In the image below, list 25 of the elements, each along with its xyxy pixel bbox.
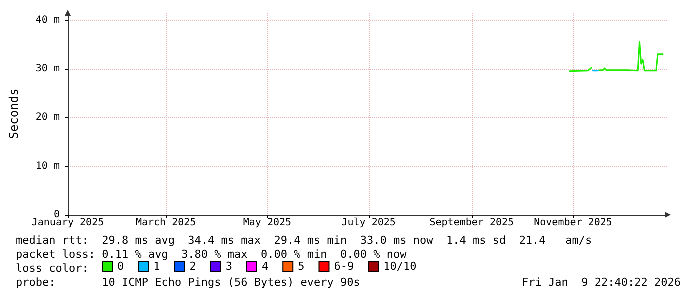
x-tick-label: September 2025 [430,218,514,228]
y-tick-label: 10 m [36,160,60,172]
text: median rtt: 29.8 ms avg 34.4 ms max 29.4 ms min 33.0 ms now 1.4 ms sd 21.4 am/s [16,234,592,247]
y-tick-label: 0 [54,210,60,220]
x-tick-label: July 2025 [342,218,396,228]
legend-label: 6-9 [334,260,354,273]
text: probe: 10 ICMP Echo Pings (56 Bytes) every 90s [16,276,360,289]
x-tick-label: November 2025 [534,218,612,228]
legend-label: 10/10 [384,260,417,273]
y-axis-title: Seconds [7,88,21,140]
y-tick-label: 40 m [36,14,60,26]
legend-label: 3 [226,260,232,273]
y-tick-label: 20 m [36,112,60,124]
legend-label: 5 [298,260,305,273]
legend-title: loss color: [16,262,89,275]
legend-label: 2 [190,260,196,273]
x-tick-label: March 2025 [136,218,196,228]
legend-label: 1 [154,260,160,273]
x-tick-label: May 2025 [243,218,292,228]
legend-label: 0 [118,260,124,273]
x-tick-label: January 2025 [32,218,104,228]
text: packet loss: 0.11 % avg 3.80 % max 0.00 % min 0.00 % now [16,248,408,261]
text: Fri Jan 9 22:40:22 2026 [522,276,682,289]
y-tick-label: 30 m [36,63,60,74]
legend-label: 4 [262,260,269,273]
